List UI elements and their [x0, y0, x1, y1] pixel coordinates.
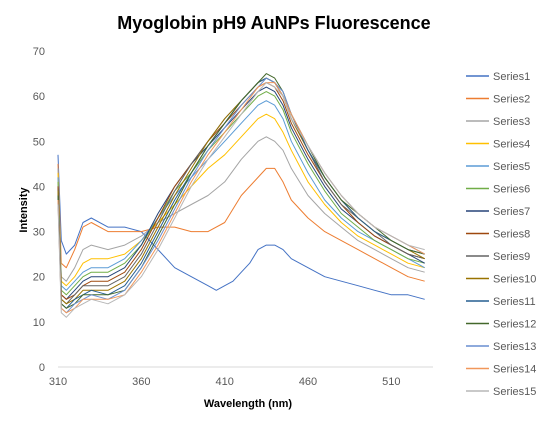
legend-label: Series3: [493, 116, 530, 128]
y-axis: 0 10 20 30 40 50 60 70: [33, 46, 45, 374]
y-tick-label: 0: [39, 362, 45, 374]
legend-label: Series15: [493, 386, 536, 398]
legend-label: Series10: [493, 274, 536, 286]
x-tick-label: 410: [215, 376, 233, 388]
series-line-6: [57, 91, 425, 296]
x-axis: 310 360 410 460 510: [49, 376, 401, 388]
series-line-15: [57, 82, 425, 318]
x-tick-label: 510: [382, 376, 400, 388]
x-tick-label: 460: [299, 376, 317, 388]
plot-area: [57, 73, 425, 318]
y-tick-label: 70: [33, 46, 45, 58]
legend-label: Series12: [493, 319, 536, 331]
legend-label: Series13: [493, 341, 536, 353]
legend-label: Series2: [493, 94, 530, 106]
series-line-7: [57, 86, 425, 300]
y-tick-label: 30: [33, 227, 45, 239]
y-axis-title: Intensity: [18, 187, 30, 233]
legend-label: Series9: [493, 251, 530, 263]
legend-label: Series14: [493, 364, 536, 376]
legend-label: Series8: [493, 229, 530, 241]
y-tick-label: 60: [33, 91, 45, 103]
y-tick-label: 50: [33, 136, 45, 148]
x-tick-label: 360: [132, 376, 150, 388]
legend-label: Series7: [493, 206, 530, 218]
legend-label: Series5: [493, 161, 530, 173]
series-line-1: [57, 154, 425, 300]
legend: Series1 Series2 Series3 Series4 Series5 Serie…: [466, 71, 536, 398]
legend-label: Series4: [493, 139, 530, 151]
series-line-5: [57, 100, 425, 291]
x-tick-label: 310: [49, 376, 67, 388]
series-line-8: [57, 82, 425, 300]
series-line-12: [57, 73, 425, 309]
y-tick-label: 40: [33, 181, 45, 193]
series-line-4: [57, 113, 425, 287]
legend-label: Series6: [493, 184, 530, 196]
chart-title: Myoglobin pH9 AuNPs Fluorescence: [117, 13, 430, 33]
y-tick-label: 20: [33, 272, 45, 284]
legend-label: Series1: [493, 71, 530, 83]
legend-label: Series11: [493, 296, 536, 308]
y-tick-label: 10: [33, 317, 45, 329]
series-line-3: [57, 136, 425, 282]
x-axis-title: Wavelength (nm): [204, 398, 293, 410]
series-line-2: [57, 163, 425, 282]
